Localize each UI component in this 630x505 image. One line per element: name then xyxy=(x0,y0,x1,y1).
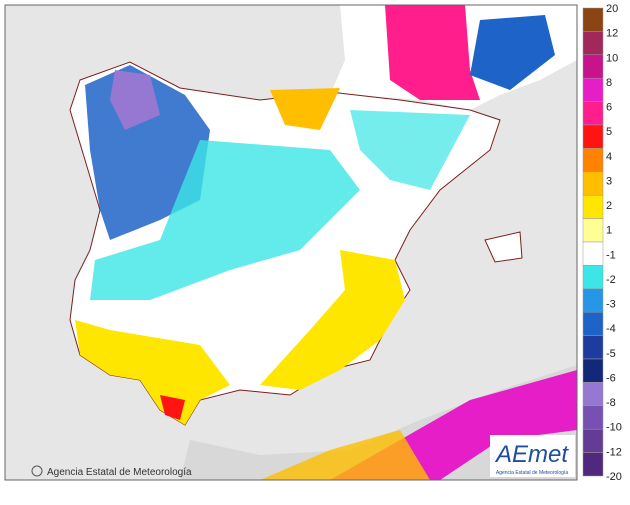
legend-swatch xyxy=(582,428,604,453)
legend-swatch xyxy=(582,218,604,243)
legend-label: 10 xyxy=(606,52,618,64)
anomaly-patch xyxy=(110,70,160,130)
anomaly-patch xyxy=(350,110,470,190)
legend-swatch xyxy=(582,194,604,219)
anomaly-patch xyxy=(160,395,185,420)
legend-label: 2 xyxy=(606,200,612,212)
legend-label: 8 xyxy=(606,77,612,89)
legend-swatch xyxy=(582,382,604,407)
anomaly-patch xyxy=(260,250,405,390)
legend-swatch xyxy=(582,124,604,149)
anomaly-patch xyxy=(270,88,340,130)
anomaly-patch xyxy=(385,5,480,100)
legend-label: 5 xyxy=(606,126,612,138)
legend-label: -12 xyxy=(606,446,622,458)
legend-label: 3 xyxy=(606,175,612,187)
anomaly-patch xyxy=(470,15,555,90)
anomaly-patch xyxy=(260,430,430,480)
legend-swatch xyxy=(582,241,604,266)
copyright-icon xyxy=(31,465,43,477)
legend-label: -10 xyxy=(606,422,622,434)
legend-swatch xyxy=(582,77,604,102)
logo-box xyxy=(490,435,575,477)
logo-name: AEmet xyxy=(494,441,569,468)
legend-label: 6 xyxy=(606,102,612,114)
legend-swatch xyxy=(582,265,604,290)
legend-swatch xyxy=(582,171,604,196)
legend-swatch xyxy=(582,405,604,430)
legend-label: -2 xyxy=(606,274,616,286)
legend-swatch xyxy=(582,31,604,56)
legend-swatch xyxy=(582,7,604,32)
map-frame xyxy=(4,4,578,481)
legend-swatch xyxy=(582,54,604,79)
legend-swatch xyxy=(582,148,604,173)
balearics xyxy=(484,231,523,263)
legend-swatch xyxy=(582,311,604,336)
legend-label: -1 xyxy=(606,249,616,261)
legend-label: -6 xyxy=(606,372,616,384)
anomaly-patch xyxy=(90,140,360,300)
legend-label: -20 xyxy=(606,471,622,483)
legend-swatch xyxy=(582,101,604,126)
legend-label: -8 xyxy=(606,397,616,409)
legend-label: -3 xyxy=(606,299,616,311)
legend-swatch xyxy=(582,335,604,360)
legend-swatch xyxy=(582,358,604,383)
legend-swatch xyxy=(582,452,604,477)
legend-label: 12 xyxy=(606,28,618,40)
legend: 20 12 10 8 6 5 4 3 2 1 -1 -2 -3 -4 -5 -6 -8 -10 -12 -20 xyxy=(582,3,622,483)
legend-label: 1 xyxy=(606,225,612,237)
anomaly-patch xyxy=(75,320,230,425)
legend-label: -4 xyxy=(606,323,616,335)
legend-label: -5 xyxy=(606,348,616,360)
credit: Agencia Estatal de Meteorología xyxy=(47,467,192,478)
legend-label: 4 xyxy=(606,151,612,163)
logo-caption: Agencia Estatal de Meteorología xyxy=(496,470,568,476)
legend-swatch xyxy=(582,288,604,313)
legend-label: 20 xyxy=(606,3,618,15)
